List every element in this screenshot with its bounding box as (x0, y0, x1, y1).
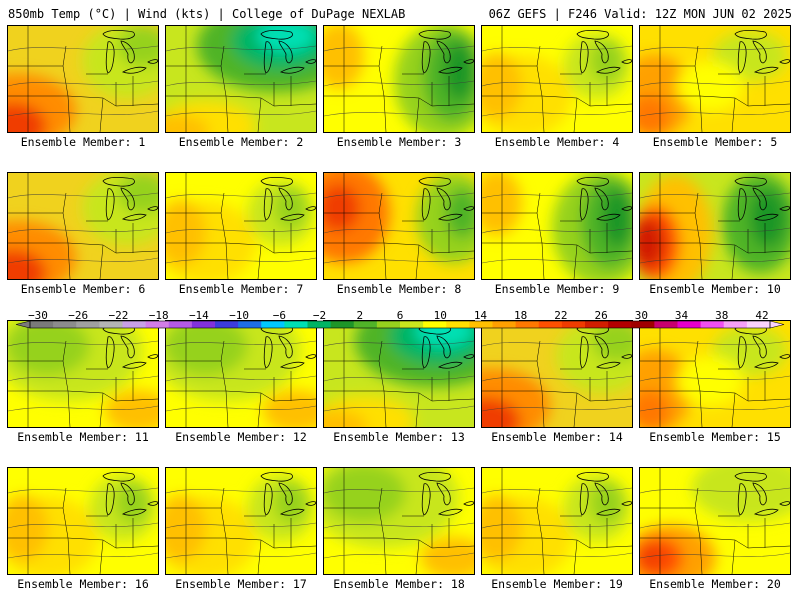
ensemble-member-map (165, 172, 317, 280)
colorbar-swatch (423, 321, 447, 328)
ensemble-member-map (7, 172, 159, 280)
colorbar-tick-label: −14 (189, 309, 209, 322)
colorbar-tick-label: 22 (554, 309, 567, 322)
colorbar-swatch (700, 321, 725, 328)
ensemble-member-label: Ensemble Member: 4 (494, 135, 620, 149)
colorbar-swatch (191, 321, 216, 328)
colorbar-tick-label: 2 (356, 309, 363, 322)
ensemble-member-map (323, 320, 475, 428)
colorbar-swatch (76, 321, 100, 328)
colorbar-tick-label: 30 (635, 309, 648, 322)
colorbar-swatch (585, 321, 609, 328)
map-title: 850mb Temp (°C) | Wind (kts) | College o… (8, 7, 406, 21)
ensemble-member-label: Ensemble Member: 12 (175, 430, 307, 444)
colorbar-swatch (353, 321, 378, 328)
colorbar-outline (29, 320, 771, 329)
ensemble-member-map (639, 320, 791, 428)
colorbar-tick-label: 26 (594, 309, 607, 322)
colorbar-swatch (376, 321, 401, 328)
colorbar-tick-label: 10 (434, 309, 447, 322)
colorbar-swatch (330, 321, 355, 328)
colorbar-tick-label: −30 (28, 309, 48, 322)
colorbar-swatch (515, 321, 540, 328)
colorbar-swatch (631, 321, 655, 328)
ensemble-member-map (7, 320, 159, 428)
colorbar-swatch (538, 321, 563, 328)
colorbar-swatch (215, 321, 239, 328)
ensemble-member-map (7, 25, 159, 133)
ensemble-member-label: Ensemble Member: 6 (20, 282, 146, 296)
ensemble-member-map (165, 467, 317, 575)
colorbar-tick-label: 6 (397, 309, 404, 322)
colorbar-tick-label: −2 (313, 309, 326, 322)
colorbar-swatch (469, 321, 493, 328)
ensemble-member-label: Ensemble Member: 18 (333, 577, 465, 591)
colorbar-tick-label: 14 (474, 309, 488, 322)
ensemble-member-map (165, 320, 317, 428)
ensemble-member-map (481, 467, 633, 575)
model-valid-time: 06Z GEFS | F246 Valid: 12Z MON JUN 02 20… (488, 7, 792, 21)
colorbar-tick-label: 38 (715, 309, 728, 322)
ensemble-member-label: Ensemble Member: 15 (649, 430, 781, 444)
colorbar-swatch (168, 321, 193, 328)
colorbar-swatch (307, 321, 332, 328)
ensemble-member-map (323, 467, 475, 575)
colorbar-tick-label: −6 (273, 309, 286, 322)
colorbar-swatch (446, 321, 470, 328)
colorbar-swatch (261, 321, 285, 328)
ensemble-member-label: Ensemble Member: 20 (649, 577, 781, 591)
colorbar-tick-label: 18 (514, 309, 527, 322)
colorbar-tick-label: −26 (68, 309, 88, 322)
ensemble-member-label: Ensemble Member: 13 (333, 430, 465, 444)
colorbar-swatch (654, 321, 678, 328)
colorbar-tick-label: 34 (675, 309, 689, 322)
ensemble-member-label: Ensemble Member: 14 (491, 430, 623, 444)
ensemble-member-label: Ensemble Member: 19 (491, 577, 623, 591)
ensemble-member-map (639, 172, 791, 280)
ensemble-member-label: Ensemble Member: 17 (175, 577, 307, 591)
ensemble-member-map (165, 25, 317, 133)
ensemble-member-map (481, 320, 633, 428)
colorbar-swatch (608, 321, 632, 328)
colorbar-swatch (53, 321, 77, 328)
ensemble-member-map (481, 25, 633, 133)
colorbar-tick-label: 42 (755, 309, 768, 322)
ensemble-member-label: Ensemble Member: 10 (649, 282, 781, 296)
colorbar-swatch (284, 321, 308, 328)
ensemble-member-label: Ensemble Member: 1 (20, 135, 146, 149)
ensemble-member-label: Ensemble Member: 9 (494, 282, 620, 296)
colorbar-swatch (746, 321, 771, 328)
colorbar-swatch (723, 321, 748, 328)
colorbar-swatch (145, 321, 170, 328)
ensemble-member-map (481, 172, 633, 280)
temperature-colorbar: −30 −26 −22 −18 −14 −10 −6 −2 2 6 10 14 18 22 26 30 34 38… (15, 309, 785, 329)
ensemble-member-label: Ensemble Member: 3 (336, 135, 462, 149)
colorbar-swatch (99, 321, 123, 328)
colorbar-swatch (677, 321, 702, 328)
colorbar-min-arrow (15, 320, 31, 329)
colorbar-swatch (238, 321, 262, 328)
ensemble-member-map (639, 25, 791, 133)
colorbar-swatch (561, 321, 586, 328)
ensemble-member-label: Ensemble Member: 2 (178, 135, 304, 149)
ensemble-member-map (7, 467, 159, 575)
colorbar-swatch (122, 321, 147, 328)
ensemble-member-label: Ensemble Member: 8 (336, 282, 462, 296)
ensemble-member-label: Ensemble Member: 16 (17, 577, 149, 591)
colorbar-swatch (400, 321, 424, 328)
ensemble-member-label: Ensemble Member: 11 (17, 430, 149, 444)
ensemble-member-label: Ensemble Member: 7 (178, 282, 304, 296)
ensemble-member-map (323, 172, 475, 280)
colorbar-swatch (492, 321, 517, 328)
colorbar-tick-label: −18 (149, 309, 169, 322)
colorbar-tick-label: −22 (109, 309, 129, 322)
ensemble-member-map (323, 25, 475, 133)
colorbar-tick-label: −10 (229, 309, 249, 322)
colorbar-swatch (30, 321, 54, 328)
ensemble-member-map (639, 467, 791, 575)
colorbar-max-arrow (769, 320, 785, 329)
ensemble-member-label: Ensemble Member: 5 (652, 135, 778, 149)
